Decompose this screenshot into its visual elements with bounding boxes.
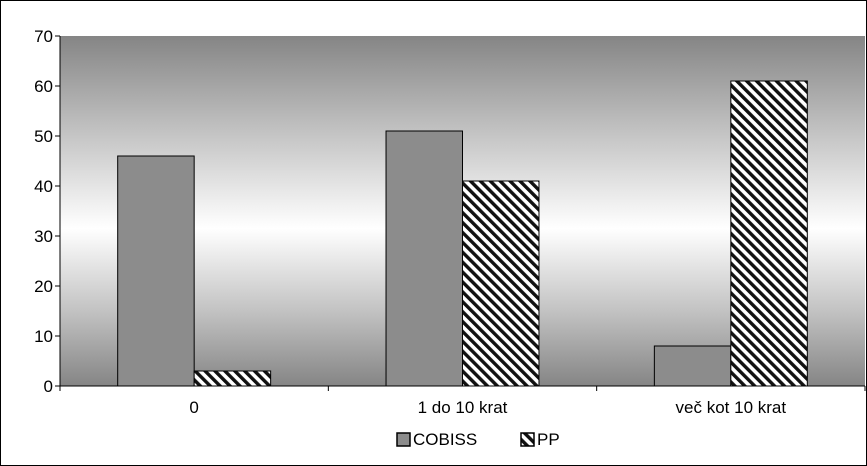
- bar-cobiss-1: [385, 130, 463, 387]
- bar-cobiss-0: [117, 155, 195, 387]
- bar-pp-1: [462, 180, 540, 387]
- y-tick-label: 10: [34, 327, 53, 346]
- bar-cobiss-2: [653, 345, 732, 387]
- y-tick-label: 50: [34, 127, 53, 146]
- y-tick-label: 30: [34, 227, 53, 246]
- y-tick-label: 60: [34, 77, 53, 96]
- legend-swatch-cobiss: [396, 432, 411, 447]
- legend-swatch-pp: [520, 432, 535, 447]
- x-category-label: več kot 10 krat: [676, 398, 787, 417]
- legend-label-cobiss: COBISS: [413, 430, 477, 449]
- legend-label-pp: PP: [537, 430, 560, 449]
- y-tick-label: 0: [44, 377, 53, 396]
- x-category-label: 0: [189, 398, 198, 417]
- y-tick-label: 70: [34, 27, 53, 46]
- y-tick-label: 40: [34, 177, 53, 196]
- bar-pp-0: [193, 370, 272, 387]
- y-tick-label: 20: [34, 277, 53, 296]
- x-category-label: 1 do 10 krat: [418, 398, 508, 417]
- bar-pp-2: [730, 80, 808, 387]
